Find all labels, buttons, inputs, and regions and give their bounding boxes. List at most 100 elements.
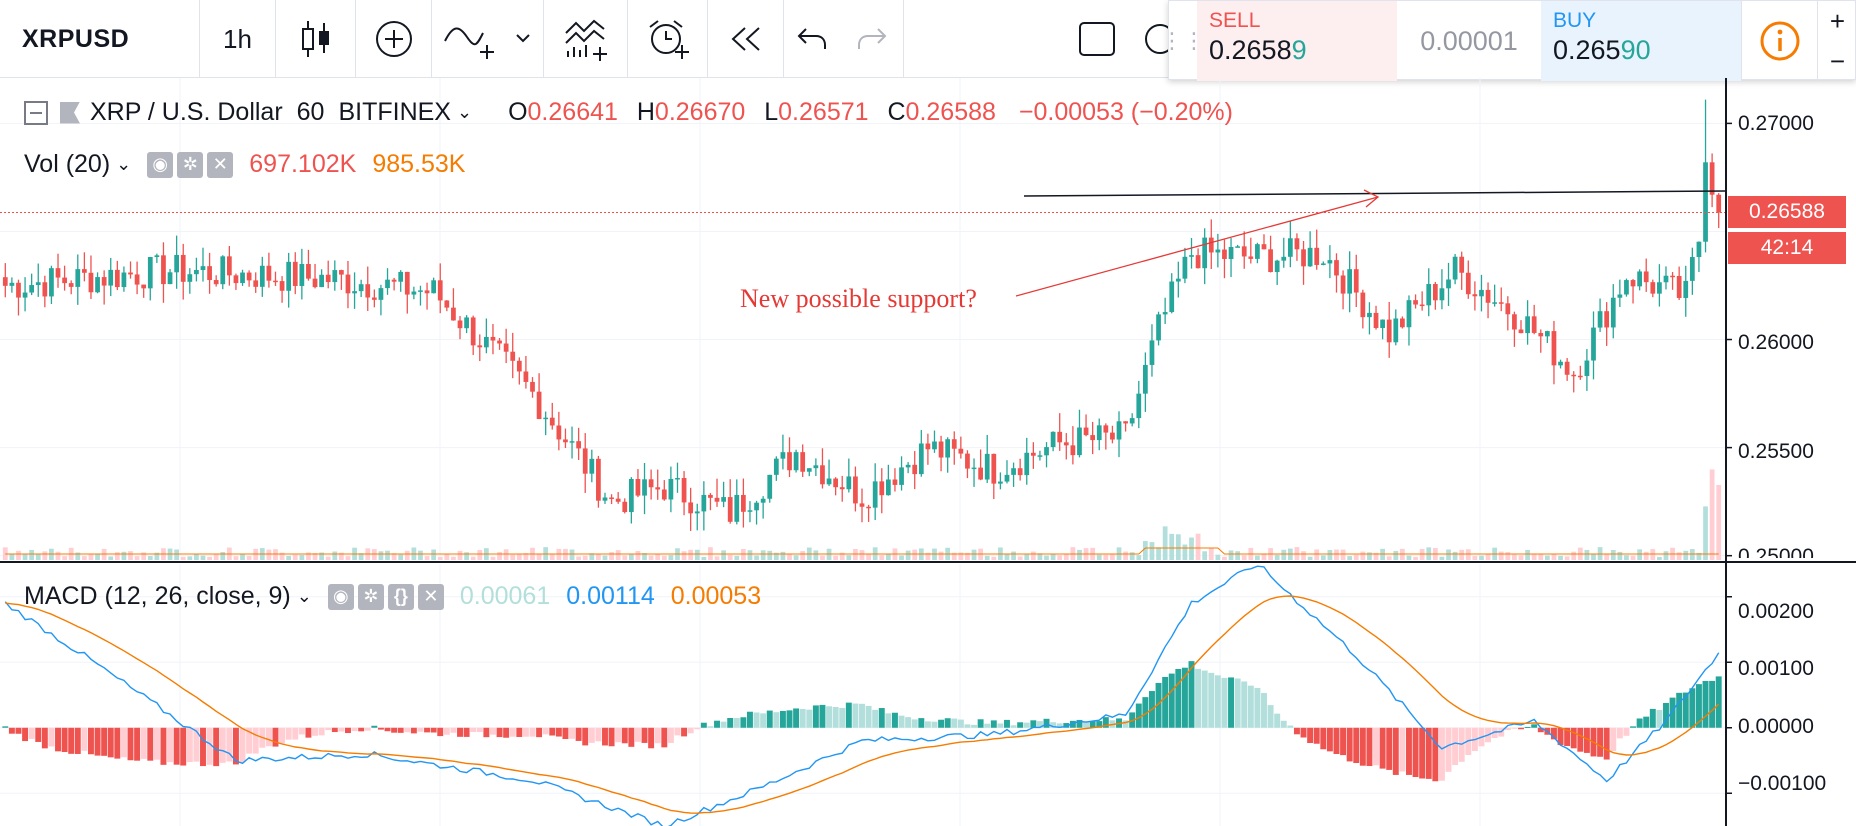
candle-body [813, 465, 819, 469]
macd-histogram-bar [1181, 667, 1188, 728]
macd-histogram-bar [1366, 727, 1373, 767]
candle-body [1637, 271, 1642, 287]
candle-body [694, 511, 700, 514]
volume-bar [220, 552, 226, 560]
candle-body [628, 479, 634, 513]
price-chart[interactable] [0, 78, 1856, 826]
compare-button[interactable] [432, 0, 544, 78]
templates-button[interactable] [544, 0, 628, 78]
zoom-in-button[interactable]: + [1829, 5, 1846, 36]
volume-bar [22, 554, 28, 560]
interval-button[interactable]: 1h [200, 0, 276, 78]
volume-bar [339, 552, 344, 560]
candle-body [240, 272, 245, 284]
candle-body [358, 284, 364, 292]
candle-body [945, 439, 951, 458]
candle-body [1505, 303, 1511, 315]
redo-button[interactable] [840, 0, 904, 78]
macd-histogram-bar [924, 721, 931, 728]
drag-handle-icon[interactable]: ⋮⋮ [1161, 28, 1205, 53]
collapse-legend-icon[interactable] [24, 100, 48, 125]
candle-body [1334, 260, 1339, 276]
macd-histogram-bar [1663, 702, 1669, 728]
volume-bar [905, 550, 911, 560]
candle-body [793, 452, 799, 471]
series-title[interactable]: XRP / U.S. Dollar [90, 98, 283, 126]
macd-label[interactable]: MACD (12, 26, close, 9) [24, 582, 291, 610]
eye-icon[interactable]: ◉ [327, 583, 354, 610]
chart-type-button[interactable] [276, 0, 356, 78]
macd-histogram-bar [331, 727, 338, 733]
volume-bar [628, 553, 634, 560]
macd-histogram-bar [1135, 703, 1142, 728]
candle-body [1327, 260, 1333, 264]
info-button[interactable] [1741, 1, 1817, 81]
candle-body [1202, 237, 1208, 269]
macd-histogram-bar [41, 727, 48, 749]
volume-bar [470, 556, 476, 560]
candle-body [266, 265, 272, 281]
macd-histogram-bar [364, 727, 371, 731]
candle-body [55, 268, 61, 278]
volume-bar [820, 555, 825, 560]
candle-body [444, 300, 450, 308]
candle-body [141, 284, 147, 289]
chevron-down-icon[interactable]: ⌄ [116, 154, 132, 174]
series-exchange[interactable]: BITFINEX [338, 98, 451, 126]
volume-bar [1512, 554, 1517, 560]
indicators-button[interactable] [356, 0, 432, 78]
volume-bar [839, 552, 845, 560]
undo-button[interactable] [784, 0, 840, 78]
main-series-legend: XRP / U.S. Dollar 60 BITFINEX ⌄ O0.26641… [24, 98, 1233, 127]
chevron-down-icon[interactable]: ⌄ [456, 102, 473, 122]
sell-button[interactable]: SELL 0.26589 [1197, 1, 1397, 81]
macd-histogram-bar [891, 712, 898, 728]
macd-histogram-bar [384, 727, 391, 732]
buy-button[interactable]: BUY 0.26590 [1541, 1, 1741, 81]
volume-bar [846, 555, 852, 560]
volume-bar [1610, 550, 1616, 560]
gear-icon[interactable]: ✲ [357, 583, 384, 610]
macd-histogram-bar [279, 727, 286, 744]
macd-histogram-bar [94, 727, 101, 756]
macd-histogram-bar [845, 702, 852, 728]
candle-body [734, 494, 740, 522]
close-icon[interactable]: ✕ [207, 151, 234, 178]
replay-button[interactable] [708, 0, 784, 78]
volume-bar [1716, 484, 1722, 560]
zoom-out-button[interactable]: − [1829, 45, 1846, 76]
volume-label[interactable]: Vol (20) [24, 150, 111, 178]
volume-bar [727, 554, 733, 560]
macd-histogram-bar [872, 709, 879, 728]
close-icon[interactable]: ✕ [417, 583, 444, 610]
macd-histogram-bar [81, 727, 88, 751]
macd-histogram-bar [489, 727, 496, 735]
volume-bar [1518, 555, 1524, 560]
candle-body [180, 254, 186, 282]
snapshot-button[interactable] [1134, 0, 1168, 78]
chevron-down-icon[interactable]: ⌄ [296, 586, 312, 606]
candle-body [286, 261, 292, 291]
candle-body [1142, 364, 1148, 394]
candle-body [1136, 393, 1142, 419]
drawing-annotation-text[interactable]: New possible support? [740, 284, 977, 313]
volume-bar [424, 556, 430, 560]
candle-body [615, 498, 621, 502]
volume-bar [503, 549, 509, 560]
macd-histogram-bar [1359, 727, 1366, 766]
candle-body [49, 268, 54, 297]
gear-icon[interactable]: ✲ [177, 151, 204, 178]
candle-body [1347, 269, 1353, 294]
macd-histogram-bar [634, 727, 641, 742]
candle-body [582, 448, 588, 474]
eye-icon[interactable]: ◉ [147, 151, 174, 178]
volume-bar [609, 552, 614, 560]
volume-bar [813, 550, 819, 560]
candle-body [1551, 331, 1557, 366]
source-code-icon[interactable]: {} [387, 583, 414, 610]
symbol-search-button[interactable]: XRPUSD [0, 0, 200, 78]
flag-icon[interactable] [60, 101, 80, 124]
fullscreen-button[interactable] [1060, 0, 1134, 78]
alert-button[interactable] [628, 0, 708, 78]
volume-bar [1340, 549, 1346, 560]
